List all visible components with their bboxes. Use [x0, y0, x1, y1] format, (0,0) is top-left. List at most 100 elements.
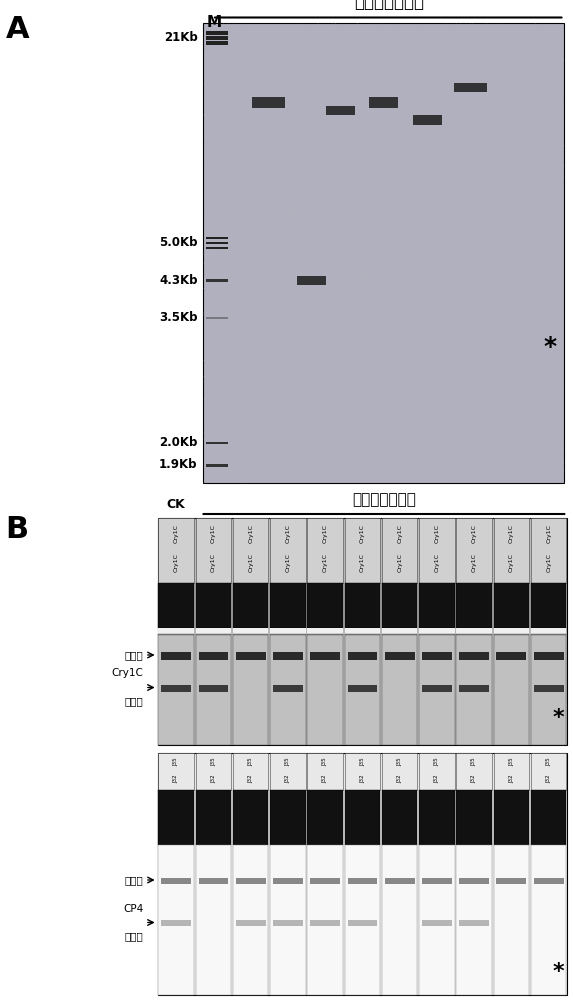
- Point: [505, 461, 514, 477]
- Point: [426, 438, 435, 454]
- Point: [358, 383, 367, 399]
- Point: [204, 374, 213, 390]
- Point: [234, 368, 243, 384]
- Point: [460, 130, 469, 146]
- Point: [417, 63, 426, 79]
- Point: [480, 51, 489, 67]
- Point: [557, 107, 566, 123]
- Point: [258, 419, 268, 435]
- Point: [364, 355, 374, 371]
- Point: [496, 345, 505, 361]
- Point: [225, 390, 234, 406]
- Point: [202, 295, 211, 311]
- Point: [273, 165, 282, 181]
- Point: [270, 325, 279, 341]
- Point: [496, 264, 505, 280]
- Point: [427, 221, 436, 237]
- Point: [450, 149, 460, 165]
- Point: [205, 197, 214, 213]
- Point: [224, 15, 233, 31]
- Point: [370, 243, 379, 259]
- Point: [353, 285, 362, 301]
- Point: [536, 404, 545, 420]
- Point: [272, 25, 281, 41]
- Point: [289, 316, 298, 332]
- Point: [546, 359, 555, 375]
- Point: [369, 305, 378, 321]
- Point: [231, 101, 241, 117]
- Point: [505, 161, 514, 177]
- Point: [335, 15, 344, 31]
- Text: *: *: [553, 708, 564, 727]
- Point: [200, 298, 209, 314]
- Point: [552, 394, 562, 410]
- Point: [258, 185, 267, 201]
- Point: [260, 424, 269, 440]
- Point: [333, 332, 343, 348]
- Point: [258, 304, 267, 320]
- Point: [450, 444, 460, 460]
- Point: [556, 221, 565, 237]
- Point: [421, 431, 430, 447]
- Point: [378, 245, 387, 261]
- Point: [210, 471, 219, 487]
- Point: [399, 451, 409, 467]
- Bar: [419, 635, 454, 745]
- Point: [550, 386, 559, 402]
- Point: [280, 161, 289, 177]
- Point: [291, 191, 300, 207]
- Point: [233, 431, 242, 447]
- Point: [471, 159, 480, 175]
- Point: [380, 313, 390, 329]
- Point: [429, 469, 438, 485]
- Point: [458, 391, 467, 407]
- Point: [544, 165, 553, 181]
- Point: [525, 97, 535, 113]
- Point: [426, 342, 435, 358]
- Point: [384, 68, 393, 84]
- Point: [471, 167, 480, 183]
- Point: [209, 308, 218, 324]
- Point: [465, 141, 474, 157]
- Point: [527, 18, 536, 34]
- Point: [251, 288, 260, 304]
- Point: [473, 435, 482, 451]
- Point: [397, 253, 406, 269]
- Point: [492, 388, 501, 404]
- Point: [264, 433, 273, 449]
- Point: [290, 373, 299, 389]
- Point: [378, 376, 387, 392]
- Bar: [297, 275, 326, 284]
- Point: [208, 456, 217, 472]
- Point: [496, 179, 505, 195]
- Point: [265, 312, 274, 328]
- Point: [432, 365, 441, 381]
- Point: [314, 414, 323, 430]
- Text: 4.3Kb: 4.3Kb: [159, 273, 198, 286]
- Point: [333, 154, 343, 170]
- Point: [535, 352, 544, 368]
- Point: [478, 460, 487, 476]
- Bar: [456, 634, 492, 635]
- Point: [553, 272, 562, 288]
- Point: [458, 326, 467, 342]
- Point: [541, 387, 550, 403]
- Point: [498, 145, 507, 161]
- Point: [277, 56, 286, 72]
- Point: [370, 430, 379, 446]
- Point: [237, 207, 246, 223]
- Point: [450, 340, 459, 356]
- Point: [200, 152, 209, 168]
- Point: [378, 341, 387, 357]
- Point: [539, 379, 548, 395]
- Bar: [531, 845, 566, 995]
- Point: [325, 169, 335, 185]
- Point: [450, 17, 460, 33]
- Point: [265, 413, 274, 429]
- Point: [478, 46, 488, 62]
- Point: [427, 87, 437, 103]
- Point: [223, 462, 232, 478]
- Point: [346, 461, 355, 477]
- Point: [310, 132, 319, 148]
- Point: [355, 449, 364, 465]
